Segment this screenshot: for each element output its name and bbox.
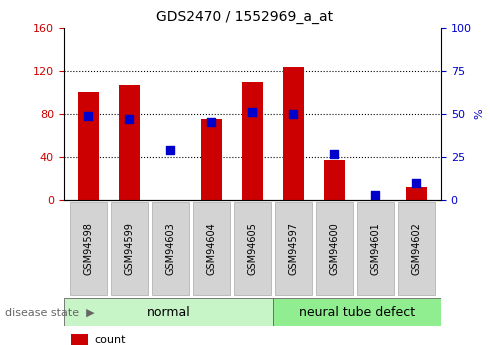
Text: GSM94601: GSM94601	[370, 222, 380, 275]
Text: normal: normal	[147, 306, 191, 319]
Point	[330, 151, 338, 156]
Text: disease state  ▶: disease state ▶	[5, 307, 95, 317]
FancyBboxPatch shape	[398, 202, 435, 295]
FancyBboxPatch shape	[357, 202, 394, 295]
Text: GSM94604: GSM94604	[206, 222, 217, 275]
Bar	[71, 334, 88, 345]
Point	[290, 111, 297, 117]
Bar	[283, 68, 304, 200]
Bar	[201, 119, 221, 200]
Text: GSM94602: GSM94602	[412, 222, 421, 275]
Point	[84, 113, 92, 118]
Bar	[78, 92, 98, 200]
Point	[248, 109, 256, 115]
FancyBboxPatch shape	[273, 298, 441, 326]
Text: GSM94599: GSM94599	[124, 222, 134, 275]
Point	[371, 192, 379, 198]
FancyBboxPatch shape	[64, 298, 273, 326]
FancyBboxPatch shape	[193, 202, 230, 295]
Text: neural tube defect: neural tube defect	[299, 306, 415, 319]
Text: GSM94603: GSM94603	[165, 222, 175, 275]
Text: GSM94598: GSM94598	[83, 222, 93, 275]
Bar	[119, 85, 140, 200]
Bar	[324, 160, 344, 200]
Text: GSM94605: GSM94605	[247, 222, 257, 275]
FancyBboxPatch shape	[70, 202, 107, 295]
Point	[125, 116, 133, 122]
Bar	[406, 187, 427, 200]
FancyBboxPatch shape	[111, 202, 148, 295]
Text: GDS2470 / 1552969_a_at: GDS2470 / 1552969_a_at	[156, 10, 334, 24]
Y-axis label: %: %	[474, 109, 485, 119]
FancyBboxPatch shape	[275, 202, 312, 295]
Text: GSM94600: GSM94600	[329, 222, 340, 275]
Point	[413, 180, 420, 186]
FancyBboxPatch shape	[234, 202, 271, 295]
FancyBboxPatch shape	[316, 202, 353, 295]
Text: GSM94597: GSM94597	[288, 222, 298, 275]
Point	[167, 147, 174, 153]
FancyBboxPatch shape	[152, 202, 189, 295]
Point	[207, 120, 215, 125]
Text: count: count	[94, 335, 125, 345]
Bar	[242, 81, 263, 200]
